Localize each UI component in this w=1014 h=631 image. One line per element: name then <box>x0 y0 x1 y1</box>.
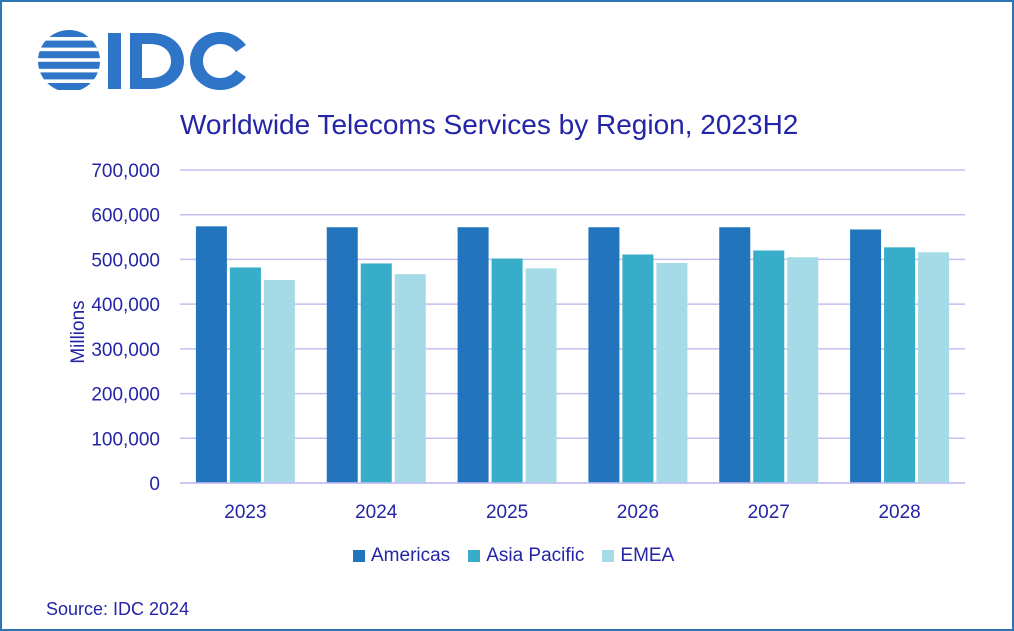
bar-asia-pacific <box>229 267 261 483</box>
y-tick-label: 100,000 <box>91 429 160 450</box>
y-tick-label: 500,000 <box>91 250 160 271</box>
bar-asia-pacific <box>753 250 785 483</box>
legend-item-asia-pacific: Asia Pacific <box>468 545 584 567</box>
legend-label-asia-pacific: Asia Pacific <box>486 545 585 566</box>
bar-emea <box>918 252 950 483</box>
bar-asia-pacific <box>884 247 916 483</box>
idc-logo <box>38 30 252 92</box>
bar-americas <box>195 226 227 483</box>
legend-label-americas: Americas <box>371 545 451 566</box>
legend: Americas Asia Pacific EMEA <box>353 545 692 567</box>
bar-americas <box>326 227 358 483</box>
x-tick-label: 2027 <box>748 502 790 523</box>
legend-item-americas: Americas <box>353 545 450 567</box>
legend-label-emea: EMEA <box>620 545 675 566</box>
legend-item-emea: EMEA <box>602 545 674 567</box>
x-tick-label: 2025 <box>486 502 528 523</box>
y-tick-label: 700,000 <box>91 161 160 182</box>
x-tick-label: 2024 <box>355 502 398 523</box>
x-tick-label: 2023 <box>224 502 266 523</box>
y-tick-label: 200,000 <box>91 385 160 406</box>
bar-emea <box>263 279 295 483</box>
y-tick-label: 600,000 <box>91 206 160 227</box>
bar-emea <box>787 257 819 483</box>
source-note: Source: IDC 2024 <box>46 599 190 619</box>
bar-emea <box>394 274 426 483</box>
x-tick-label: 2026 <box>617 502 659 523</box>
legend-swatch-emea <box>602 550 615 562</box>
bar-americas <box>588 227 620 483</box>
bar-americas <box>457 227 489 483</box>
y-tick-label: 400,000 <box>91 295 160 316</box>
bar-emea <box>656 263 688 483</box>
bar-emea <box>525 268 557 483</box>
y-tick-label: 300,000 <box>91 340 160 361</box>
bar-americas <box>719 227 751 483</box>
bar-asia-pacific <box>360 263 392 483</box>
bar-americas <box>850 229 882 483</box>
chart-title: Worldwide Telecoms Services by Region, 2… <box>180 109 799 140</box>
bar-asia-pacific <box>491 258 523 483</box>
x-tick-label: 2028 <box>878 502 920 523</box>
legend-swatch-asia-pacific <box>468 550 481 562</box>
legend-swatch-americas <box>353 550 365 562</box>
bar-asia-pacific <box>622 254 654 483</box>
y-tick-label: 0 <box>149 474 160 495</box>
